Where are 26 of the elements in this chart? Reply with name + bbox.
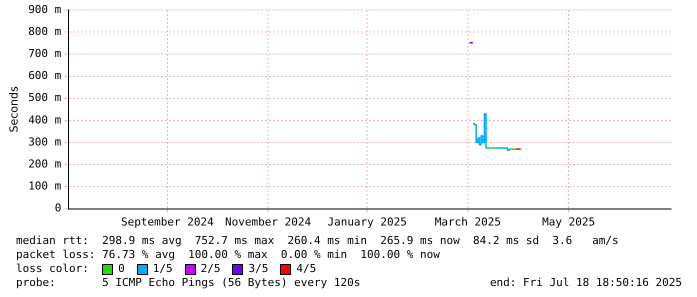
legend-label: 1/5: [152, 262, 173, 276]
y-tick-label: 700 m: [28, 47, 62, 60]
x-tick-label: November 2024: [225, 215, 312, 228]
y-tick-label: 400 m: [28, 113, 62, 126]
legend-label: 0: [118, 262, 125, 276]
text: packet loss: 76.73 % avg 100.00 % max 0.00 % min 100.00 % now: [16, 248, 440, 262]
legend-label: 4/5: [296, 262, 316, 276]
y-tick-label: 200 m: [28, 157, 62, 170]
y-tick-label: 800 m: [28, 24, 62, 38]
y-tick-label: 100 m: [28, 180, 62, 193]
x-tick-label: May 2025: [542, 215, 596, 228]
text: end: Fri Jul 18 18:50:16 2025: [490, 276, 682, 290]
x-tick-label: March 2025: [434, 215, 502, 228]
y-axis-title: Seconds: [7, 86, 20, 133]
y-tick-label: 300 m: [28, 135, 62, 148]
x-tick-label: September 2024: [121, 215, 214, 228]
x-tick-label: January 2025: [327, 215, 407, 228]
legend-label: 2/5: [200, 262, 220, 276]
y-tick-label: 900 m: [28, 2, 62, 16]
legend-title: loss color:: [16, 262, 90, 276]
y-tick-label: 500 m: [28, 91, 62, 104]
text: median rtt: 298.9 ms avg 752.7 ms max 260.4 ms min 265.9 ms now 84.2 ms sd 3.6 am/s: [16, 234, 619, 248]
legend-label: 3/5: [248, 262, 268, 276]
y-tick-label: 0: [54, 202, 62, 215]
text: probe: 5 ICMP Echo Pings (56 Bytes) every 120s: [16, 276, 360, 290]
y-tick-label: 600 m: [28, 69, 62, 82]
